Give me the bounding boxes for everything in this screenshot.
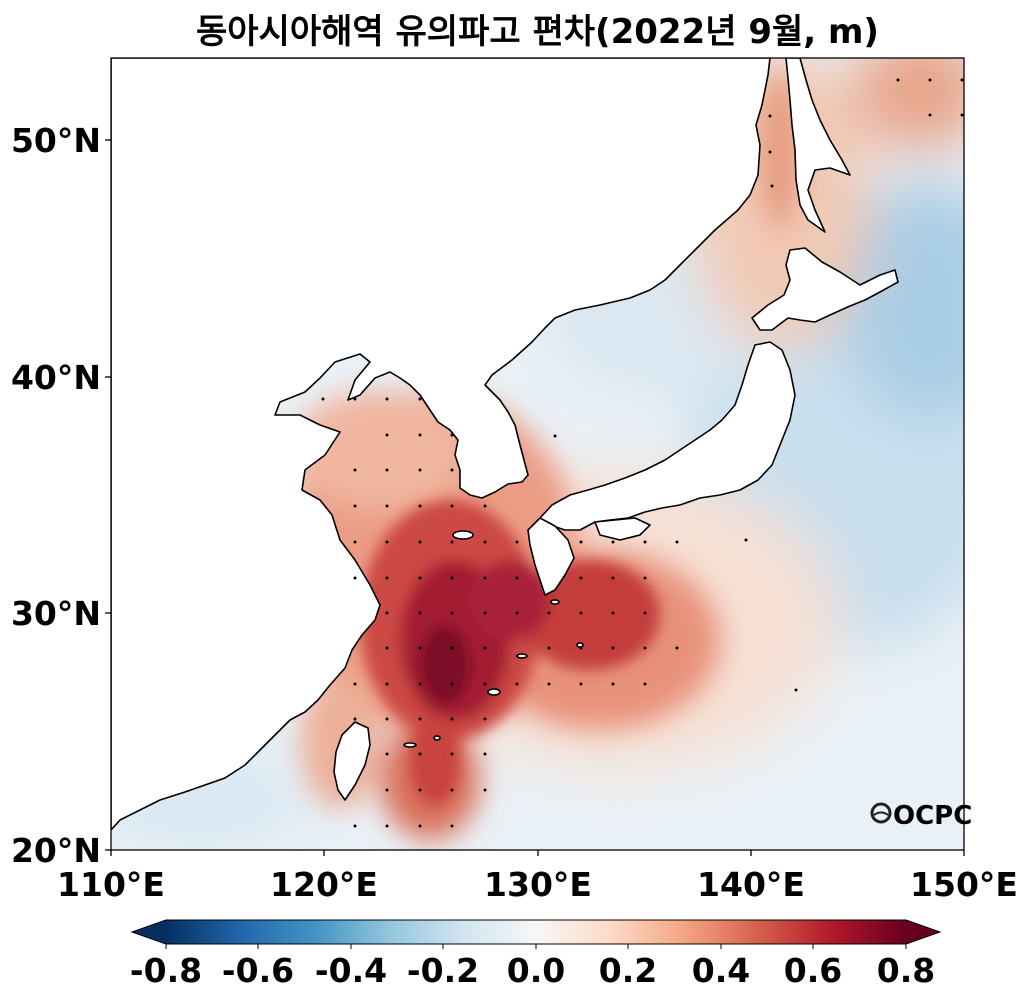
lon-tick-label: 120°E xyxy=(270,865,378,904)
ocpc-logo: OCPC xyxy=(870,801,972,831)
colorbar-tick-label: -0.4 xyxy=(315,951,387,990)
colorbar-tick-label: -0.8 xyxy=(130,951,202,990)
lon-tick-label: 130°E xyxy=(484,865,592,904)
significance-stippling xyxy=(321,78,964,828)
axis-ticks xyxy=(105,139,965,856)
colorbar-tick-label: 0.2 xyxy=(599,951,657,990)
longitude-axis-labels: 110°E 120°E 130°E 140°E 150°E xyxy=(57,865,1018,904)
colorbar-tick-label: -0.6 xyxy=(222,951,294,990)
wave-height-anomaly-field xyxy=(111,58,964,850)
colorbar-tick-label: 0.8 xyxy=(877,951,935,990)
colorbar: -0.8 -0.6 -0.4 -0.2 0.0 0.2 0.4 0.6 0.8 xyxy=(130,919,942,990)
lon-tick-label: 140°E xyxy=(697,865,805,904)
colorbar-tick-label: 0.0 xyxy=(507,951,565,990)
lon-tick-label: 150°E xyxy=(910,865,1018,904)
colorbar-tick-label: 0.6 xyxy=(784,951,842,990)
logo-text: OCPC xyxy=(893,801,972,831)
lon-tick-label: 110°E xyxy=(57,865,165,904)
latitude-axis-labels: 20°N 30°N 40°N 50°N xyxy=(11,121,101,870)
colorbar-tick-label: -0.2 xyxy=(407,951,479,990)
lat-tick-label: 50°N xyxy=(11,121,101,160)
map-title: 동아시아해역 유의파고 편차(2022년 9월, m) xyxy=(196,12,879,52)
colorbar-tick-label: 0.4 xyxy=(692,951,750,990)
lat-tick-label: 30°N xyxy=(11,594,101,633)
land-mass xyxy=(111,58,899,831)
lat-tick-label: 40°N xyxy=(11,358,101,397)
lat-tick-label: 20°N xyxy=(11,831,101,870)
